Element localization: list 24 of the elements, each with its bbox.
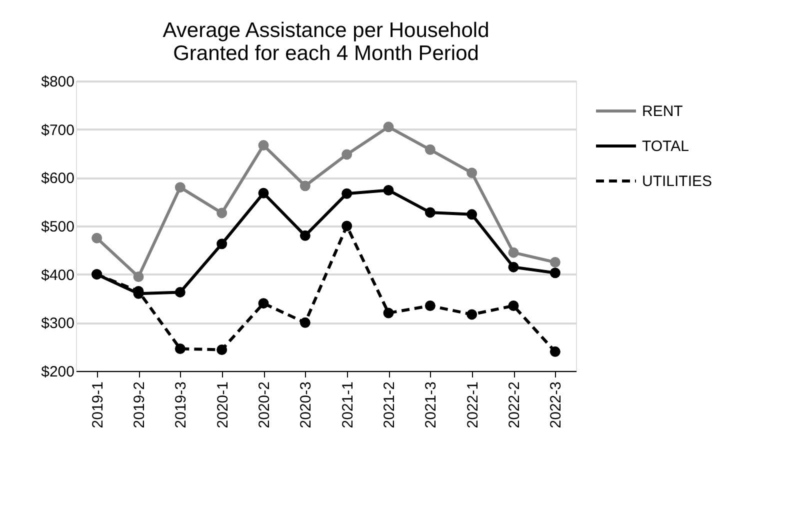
x-tick-label: 2022-1 (464, 382, 482, 428)
text: Granted for each 4 Month Period (173, 42, 479, 65)
x-tick-label: 2019-2 (131, 382, 148, 428)
x-tick-label: 2020-1 (214, 382, 232, 428)
legend-label: RENT (642, 103, 683, 120)
y-tick-label: $300 (41, 315, 74, 332)
x-tick-label: 2020-2 (256, 382, 273, 428)
y-tick-label: $400 (41, 266, 74, 284)
x-tick-label: 2021-2 (381, 382, 398, 428)
x-tick-label: 2019-3 (172, 382, 190, 428)
x-tick-label: 2021-1 (339, 382, 356, 428)
y-tick-label: $200 (41, 364, 74, 380)
x-tick-label: 2019-1 (89, 382, 106, 428)
x-tick-label: 2021-3 (422, 382, 440, 428)
y-tick-label: $500 (41, 218, 74, 236)
text: Average Assistance per Household (162, 19, 490, 42)
legend-label: TOTAL (642, 138, 689, 155)
legend-label: UTILITIES (642, 173, 712, 190)
x-tick-label: 2022-3 (548, 382, 565, 428)
x-tick-label: 2022-2 (506, 382, 523, 428)
x-tick-label: 2020-3 (298, 382, 315, 428)
y-tick-label: $600 (41, 170, 74, 188)
y-tick-label: $700 (41, 122, 74, 139)
y-tick-label: $800 (41, 74, 74, 90)
